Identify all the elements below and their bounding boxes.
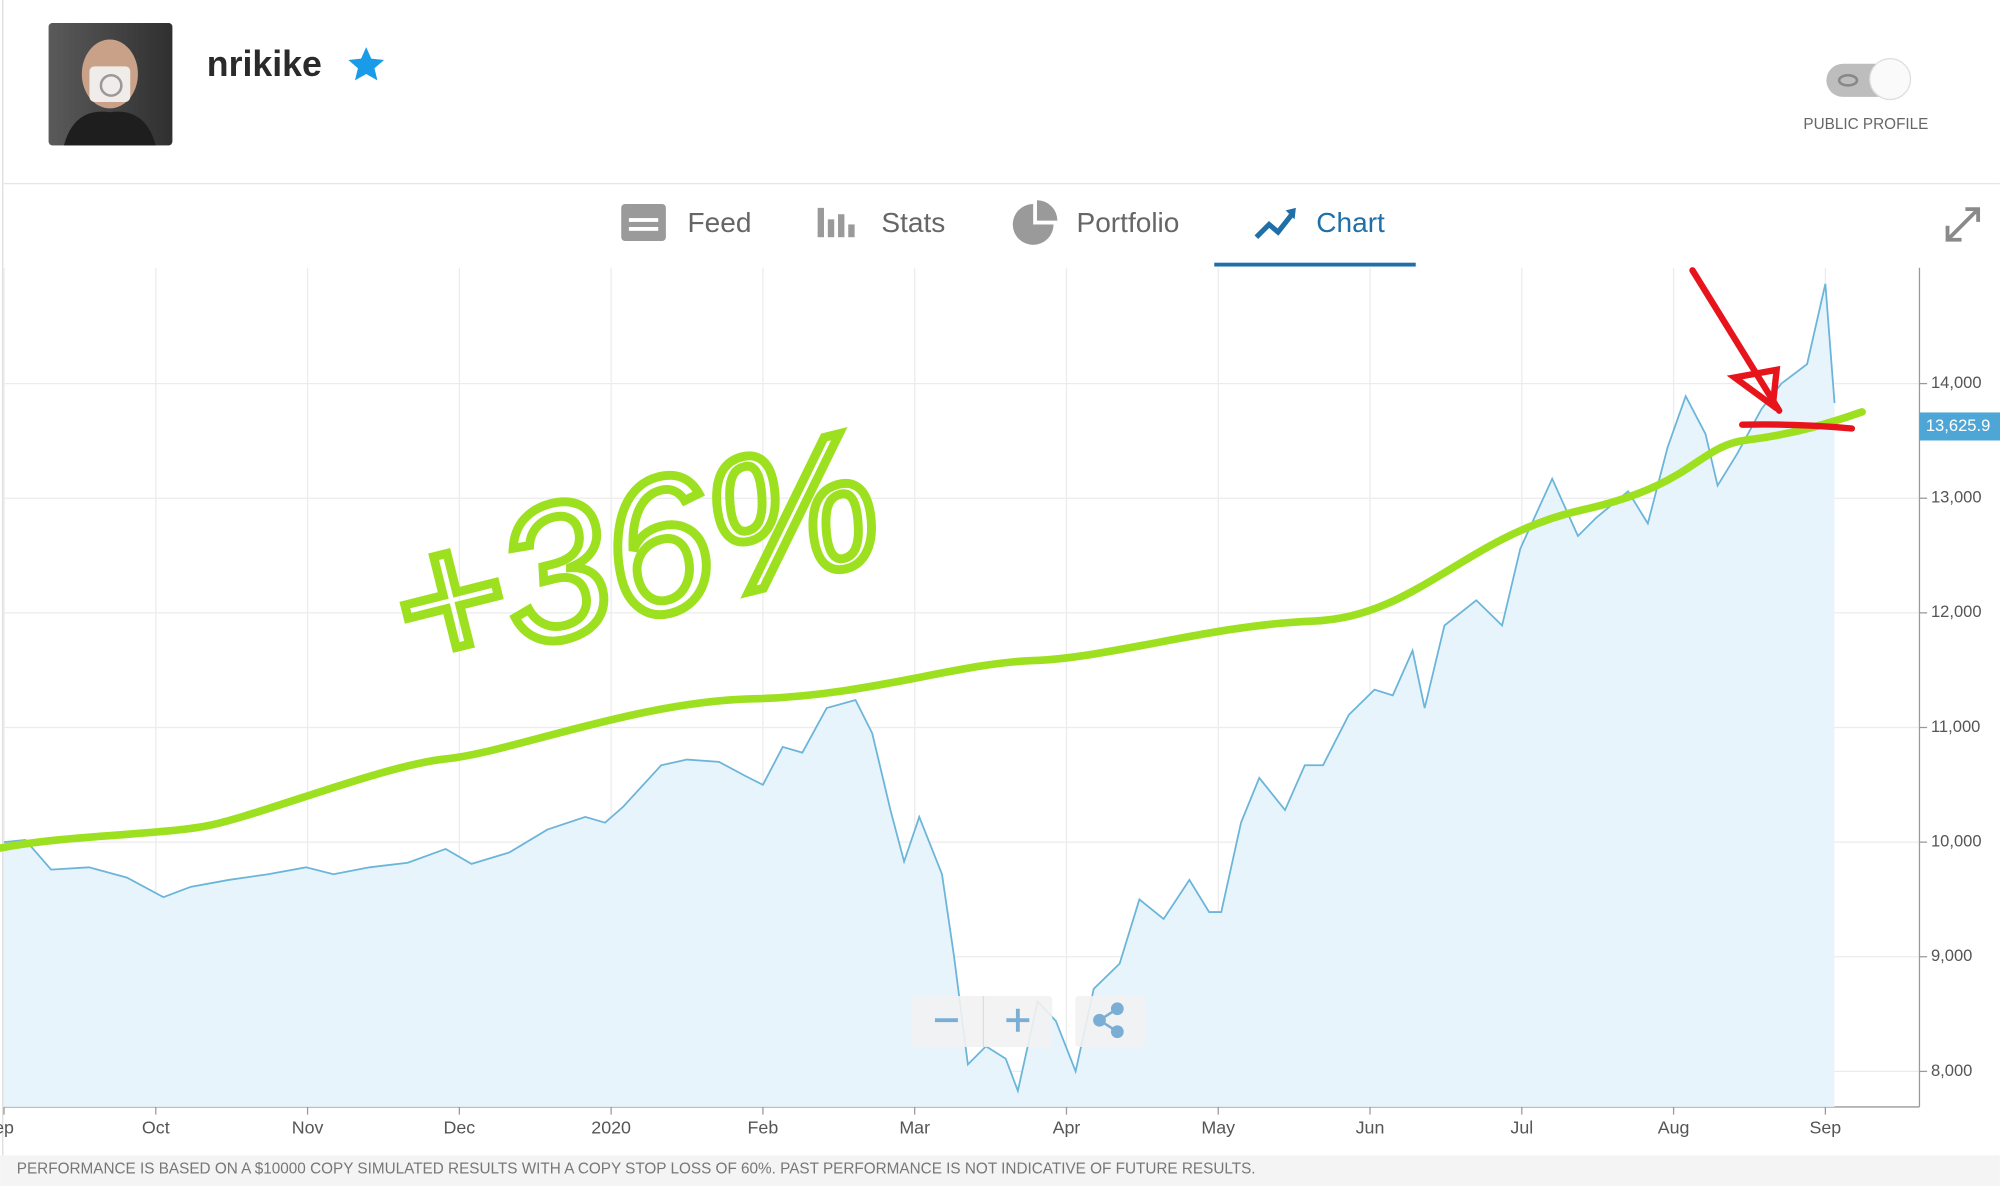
y-tick-label: 11,000 [1931,717,1980,736]
plot: 8,000 9,000 10,000 11,000 12,000 13,000 14,000… [0,267,2000,1137]
toggle-label: PUBLIC PROFILE [1803,116,1928,133]
y-tick-label: 8,000 [1931,1061,1972,1080]
share-icon[interactable] [1093,1002,1124,1039]
y-tick-label: 9,000 [1931,946,1972,965]
zoom-in[interactable] [1006,1008,1030,1032]
x-tick-label: ep [0,1117,14,1137]
tab-label[interactable]: Stats [881,207,945,238]
avatar [48,22,173,146]
hand-drawn-arrow [1689,267,1856,432]
x-tick-label: 2020 [591,1117,631,1137]
tab-feed[interactable]: Feed [621,204,752,242]
x-tick-label: Oct [142,1117,170,1137]
tab-stats[interactable]: Stats [817,207,946,238]
x-tick-label: Jun [1356,1117,1385,1137]
y-tick-label: 13,000 [1931,488,1982,507]
x-tick-label: Apr [1053,1117,1081,1137]
x-tick-label: Mar [899,1117,930,1137]
disclaimer: PERFORMANCE IS BASED ON A $10000 COPY SI… [17,1160,1256,1177]
public-profile-toggle[interactable] [1826,58,1912,101]
x-tick-label: Feb [748,1117,779,1137]
username: nrikike [207,44,322,84]
tab-label[interactable]: Feed [688,207,752,238]
expand-icon[interactable] [1945,207,1981,242]
y-tick-label: 14,000 [1931,373,1982,392]
current-value-badge [1919,412,2000,441]
tab-chart[interactable]: Chart [1214,207,1416,267]
y-tick-label: 10,000 [1931,832,1982,851]
x-tick-label: May [1201,1117,1235,1137]
x-tick-label: Nov [292,1117,324,1137]
hand-drawn-trend-line [0,408,1866,852]
star-icon [348,47,385,81]
footer-band [0,1155,2000,1186]
x-tick-label: Sep [1809,1117,1841,1137]
tab-label[interactable]: Chart [1316,207,1385,238]
x-tick-label: Jul [1510,1117,1533,1137]
current-value-label: 13,625.9 [1926,416,1990,435]
tab-portfolio[interactable]: Portfolio [1012,200,1180,245]
share-button[interactable] [1075,995,1146,1047]
x-tick-label: Aug [1658,1117,1690,1137]
y-tick-label: 12,000 [1931,602,1982,621]
zoom-controls [912,995,1146,1047]
x-tick-label: Dec [443,1117,475,1137]
zoom-buttons[interactable] [912,995,1053,1047]
tab-label[interactable]: Portfolio [1077,207,1180,238]
active-tab-underline [1214,262,1416,267]
area-fill [4,283,1835,1107]
